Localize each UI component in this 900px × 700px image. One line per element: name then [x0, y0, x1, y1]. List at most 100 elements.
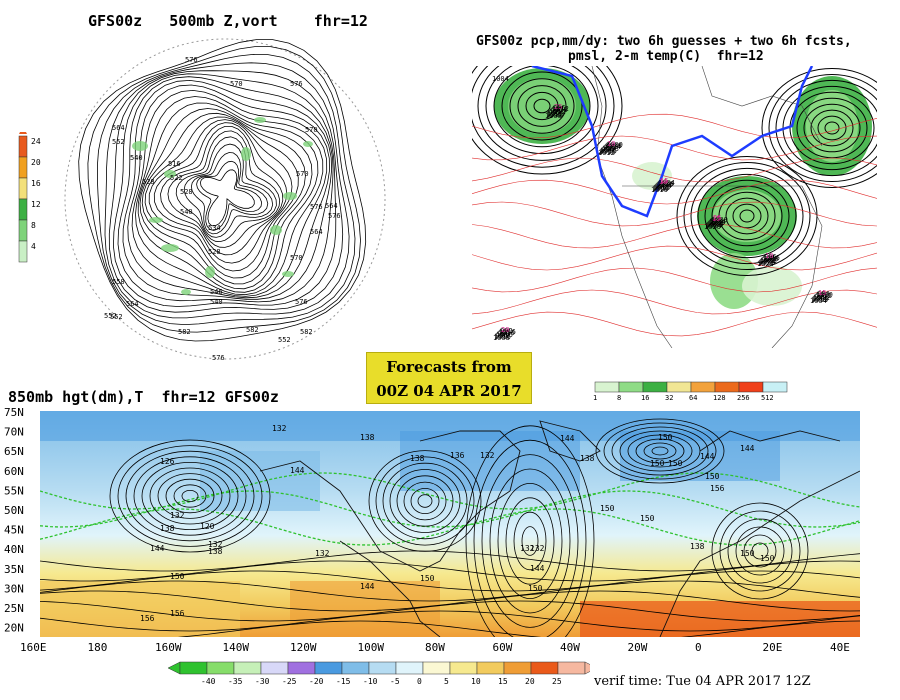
legend-swatch: [395, 661, 424, 675]
height-label: 132: [530, 544, 545, 553]
height-contour: [465, 425, 595, 637]
pcp-label: 1016: [763, 254, 780, 262]
height-contour: [389, 469, 461, 533]
height-contour: [160, 126, 284, 256]
pcp-label: 980: [710, 217, 723, 225]
pcp-coastlines: [591, 66, 823, 348]
height-label: 144: [560, 434, 575, 443]
polar-map-panel: 576 570 576 570 564 552 540 516 528 522 540 528 534 5…: [60, 34, 390, 364]
forecast-line1: Forecasts from: [386, 358, 512, 376]
legend-swatch: [762, 381, 788, 393]
height-contour: [87, 46, 361, 333]
pcp-label: 10: [659, 178, 667, 186]
pcp-label: 1004: [810, 297, 827, 305]
height-label: 156: [170, 609, 185, 618]
polar-contour-label: 564: [126, 300, 139, 308]
legend-level: -30: [255, 677, 270, 686]
vorticity-max: [282, 271, 294, 277]
pcp-legend: 1 8 16 32 64 128 256 512: [565, 378, 855, 402]
height-label: 144: [360, 582, 375, 591]
height-contour: [125, 450, 255, 542]
height-contour: [122, 79, 333, 300]
height-contour: [137, 102, 319, 293]
polar-contour-label: 576: [295, 298, 308, 306]
legend-swatch: [642, 381, 668, 393]
polar-contour-label: 540: [130, 154, 143, 162]
pcp-label: 992: [814, 293, 827, 301]
legend-level: 20: [525, 677, 535, 686]
pcp-label: 1012: [813, 294, 830, 302]
freezing-line: [531, 66, 814, 218]
height-contour: [40, 600, 860, 622]
vorticity-max: [241, 147, 251, 161]
pcp-temperature-contours: [472, 113, 877, 337]
legend-swatch: [179, 661, 208, 675]
lon-tick: 40W: [560, 641, 580, 654]
height-contour: [611, 426, 709, 476]
polar-contour-label: 564: [325, 202, 338, 210]
isobar: [768, 73, 877, 183]
isobar: [509, 78, 575, 134]
polar-contour-label: 576: [310, 203, 323, 211]
lon-tick: 60W: [493, 641, 513, 654]
legend-level: 128: [713, 394, 726, 402]
pcp-label: 1004: [707, 220, 724, 228]
vorticity-max: [132, 141, 148, 151]
legend-swatch: [18, 198, 28, 221]
lat-tick: 65N: [4, 445, 24, 458]
verif-time: verif time: Tue 04 APR 2017 12Z: [594, 674, 811, 689]
lon-tick: 160W: [155, 641, 182, 654]
polar-contour-label: 546: [210, 288, 223, 296]
legend-swatch: [233, 661, 262, 675]
pcp-label: 1020: [704, 223, 721, 231]
lon-tick: 20E: [763, 641, 783, 654]
polar-contour-label: 528: [180, 188, 193, 196]
polar-contour-label: 576: [290, 80, 303, 88]
polar-contour-label: 576: [212, 354, 225, 362]
height-contour: [489, 468, 571, 614]
legend-swatch: [503, 661, 532, 675]
height-label: 138: [208, 547, 223, 556]
vorticity-max: [164, 170, 176, 178]
isobar: [517, 85, 567, 127]
height-contour: [727, 518, 793, 584]
temp-colorbar: -40 -35 -30 -25 -20 -15 -10 -5 0 5 10 15 20 25: [167, 661, 590, 686]
height-contour: [117, 445, 263, 547]
height-label: 144: [530, 564, 545, 573]
polar-contour-label: 552: [278, 336, 291, 344]
coastlines: [259, 420, 860, 637]
height-contour: [177, 620, 860, 637]
isobar: [732, 203, 762, 229]
pcp-label: 1016: [498, 329, 515, 337]
height-label: 150: [705, 472, 720, 481]
lon-tick: 140W: [223, 641, 250, 654]
height-label: 144: [150, 544, 165, 553]
pcp-label: 1028: [657, 180, 674, 188]
isobar: [533, 98, 551, 114]
temperature-contour: [472, 223, 877, 249]
lon-tick: 160E: [20, 641, 47, 654]
pcp-freezing-line: [531, 66, 814, 218]
pcp-label: 1016: [494, 333, 511, 341]
legend-swatch: [18, 219, 28, 242]
coastline: [591, 66, 673, 348]
height-label: 120: [200, 522, 215, 531]
height-label: 132: [480, 451, 495, 460]
height-contour: [481, 454, 579, 628]
pcp-map-panel: 1004 1008 1012 1016 1020 1024 1004 1008 1012 1016…: [472, 66, 877, 348]
pcp-label: 1012: [552, 105, 569, 113]
height-contour: [108, 70, 344, 313]
legend-swatch: [690, 381, 716, 393]
height-contour: [643, 442, 677, 460]
pcp-colorbar: 1 8 16 32 64 128 256 512: [593, 381, 788, 402]
height-label: 132: [520, 544, 535, 553]
freezing-contours: [40, 472, 860, 546]
legend-swatch: [594, 381, 620, 393]
legend-arrow-left: [167, 661, 181, 675]
vorticity-max: [303, 141, 313, 147]
freezing-contour: [40, 508, 860, 546]
pcp-label: 1004: [492, 75, 509, 83]
legend-level: 16: [31, 179, 41, 188]
height-contour: [40, 610, 860, 632]
